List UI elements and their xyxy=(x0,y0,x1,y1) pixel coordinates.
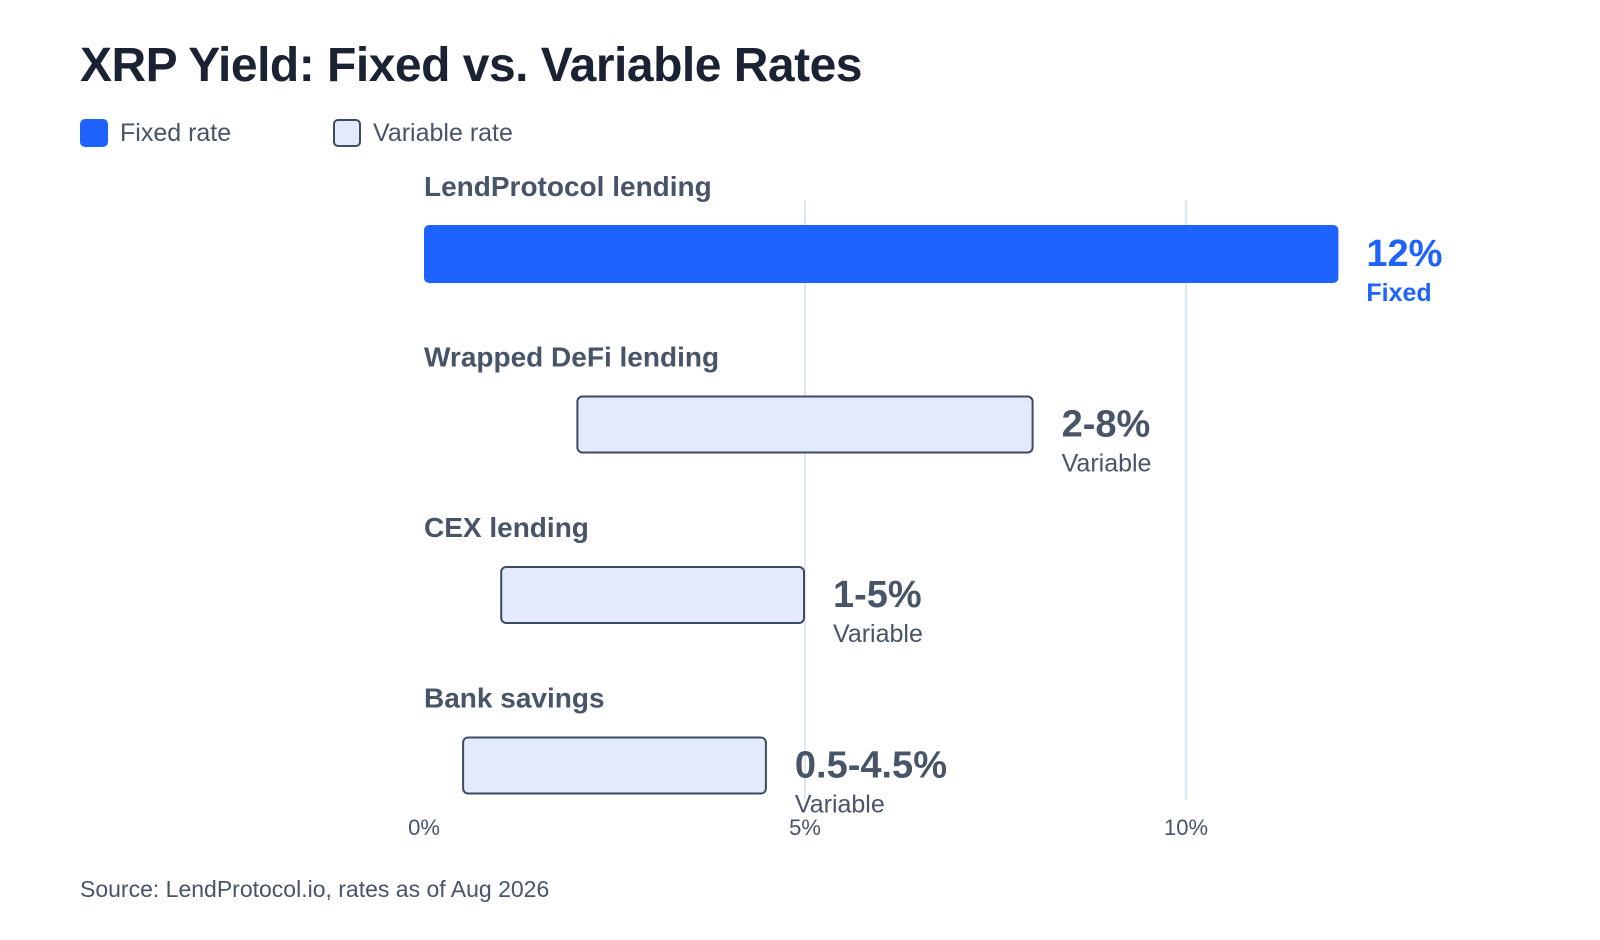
rate-type-label: Variable xyxy=(833,620,923,648)
category-label: CEX lending xyxy=(424,512,589,543)
category-label: Wrapped DeFi lending xyxy=(424,342,719,373)
x-tick-label: 10% xyxy=(1164,815,1208,840)
value-label: 0.5-4.5% xyxy=(795,745,947,787)
legend-label-variable: Variable rate xyxy=(373,118,513,147)
legend-item-fixed: Fixed rate xyxy=(80,117,231,149)
x-tick-label: 5% xyxy=(789,815,821,840)
variable-rate-bar xyxy=(576,395,1034,454)
rate-type-label: Variable xyxy=(1062,450,1152,478)
source-note: Source: LendProtocol.io, rates as of Aug… xyxy=(80,876,550,902)
legend-item-variable: Variable rate xyxy=(333,117,513,149)
category-label: Bank savings xyxy=(424,683,605,714)
value-label: 12% xyxy=(1366,233,1442,275)
chart-title: XRP Yield: Fixed vs. Variable Rates xyxy=(80,39,863,92)
rate-type-label: Variable xyxy=(795,791,885,819)
variable-rate-bar xyxy=(462,736,767,795)
rate-type-label: Fixed xyxy=(1366,279,1431,307)
legend-label-fixed: Fixed rate xyxy=(120,118,232,147)
category-label: LendProtocol lending xyxy=(424,171,712,202)
value-label: 1-5% xyxy=(833,574,922,616)
legend-swatch-variable xyxy=(333,119,361,147)
fixed-rate-bar xyxy=(424,225,1339,283)
x-tick-label: 0% xyxy=(408,815,440,840)
legend-swatch-fixed xyxy=(80,119,108,147)
variable-rate-bar xyxy=(500,566,805,624)
value-label: 2-8% xyxy=(1062,404,1151,446)
